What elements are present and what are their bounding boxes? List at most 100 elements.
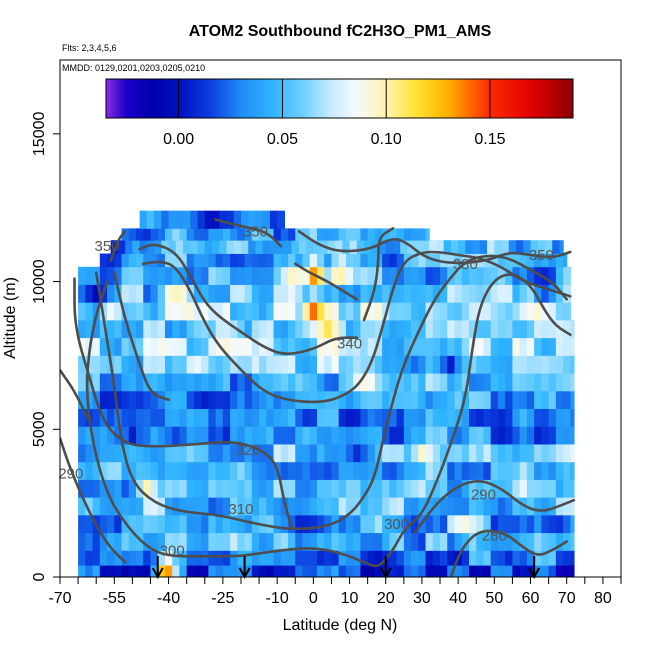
heatmap-cell [555, 514, 564, 534]
heatmap-cell [526, 355, 535, 374]
heatmap-cell [476, 337, 485, 356]
heatmap-cell [215, 319, 224, 339]
heatmap-cell [353, 337, 362, 356]
heatmap-cell [447, 497, 456, 516]
heatmap-cell [168, 240, 177, 254]
heatmap-cell [193, 426, 202, 445]
contour-label: 350 [529, 247, 554, 264]
heatmap-cell [526, 373, 535, 392]
heatmap-cell [237, 497, 246, 516]
heatmap-cell [403, 444, 412, 463]
heatmap-cell [440, 355, 448, 374]
heatmap-cell [85, 479, 94, 498]
heatmap-cell [179, 461, 188, 480]
heatmap-cell [353, 253, 362, 268]
heatmap-cell [367, 461, 376, 480]
heatmap-cell [512, 337, 521, 356]
heatmap-cell [244, 426, 253, 445]
chart-title: ATOM2 Southbound fC2H3O_PM1_AMS [189, 23, 492, 40]
heatmap-cell [418, 550, 427, 566]
heatmap-cell [255, 210, 264, 229]
x-tick-label: 80 [594, 590, 612, 607]
heatmap-cell [425, 408, 434, 427]
heatmap-cell [193, 479, 202, 498]
heatmap-cell [360, 390, 369, 410]
heatmap-cell [128, 444, 137, 463]
heatmap-cell [157, 532, 166, 551]
heatmap-cell [313, 240, 322, 254]
heatmap-cell [389, 302, 398, 321]
heatmap-cell [259, 228, 267, 241]
heatmap-cell [150, 461, 159, 480]
heatmap-cell [425, 426, 434, 445]
heatmap-cell [345, 355, 354, 374]
heatmap-cell [324, 461, 333, 480]
heatmap-cell [92, 565, 101, 577]
heatmap-cell [78, 550, 86, 566]
heatmap-cell [360, 337, 369, 356]
heatmap-cell [396, 565, 405, 577]
heatmap-cell [226, 210, 235, 229]
heatmap-cell [483, 461, 492, 480]
heatmap-cell [179, 284, 188, 303]
heatmap-cell [114, 444, 123, 463]
heatmap-cell [266, 253, 275, 268]
heatmap-cell [266, 514, 275, 534]
contour-line-320 [113, 271, 170, 401]
heatmap-cell [570, 550, 575, 566]
heatmap-cell [440, 479, 448, 498]
heatmap-cell [468, 497, 477, 516]
heatmap-cell [295, 228, 304, 241]
heatmap-cell [563, 550, 571, 566]
heatmap-cell [563, 514, 571, 534]
heatmap-cell [396, 355, 405, 374]
heatmap-cell [255, 240, 264, 254]
heatmap-cell [157, 461, 166, 480]
heatmap-cell [364, 240, 372, 254]
heatmap-cell [519, 461, 528, 480]
contour-labels: 350 350 350 330 340 320 310 300 300 290 290 280 [58, 223, 554, 559]
heatmap-cell [526, 444, 535, 463]
heatmap-cell [306, 240, 314, 254]
heatmap-cell [99, 319, 108, 339]
heatmap-cell [244, 284, 253, 303]
heatmap-cell [541, 319, 550, 339]
heatmap-cell [389, 479, 398, 498]
heatmap-cell [360, 444, 369, 463]
heatmap-cell [85, 514, 94, 534]
heatmap-cell [215, 408, 224, 427]
heatmap-cell [121, 497, 130, 516]
heatmap-cell [534, 426, 542, 445]
heatmap-cell [280, 266, 289, 285]
heatmap-cell [85, 497, 94, 516]
heatmap-cell [382, 532, 390, 551]
heatmap-cell [324, 302, 333, 321]
heatmap-cell [353, 426, 362, 445]
heatmap-cell [418, 319, 427, 339]
heatmap-cell [259, 565, 267, 577]
heatmap-cell [338, 426, 347, 445]
heatmap-cell [345, 550, 354, 566]
heatmap-cell [215, 426, 224, 445]
heatmap-cell [331, 461, 340, 480]
heatmap-cell [280, 514, 289, 534]
heatmap-cell [164, 444, 173, 463]
heatmap-cell [316, 355, 325, 374]
heatmap-cell [273, 284, 282, 303]
heatmap-cell [92, 337, 101, 356]
heatmap-cell [295, 426, 304, 445]
heatmap-cell [367, 373, 376, 392]
heatmap-cell [338, 337, 347, 356]
heatmap-cell [461, 284, 470, 303]
y-axis-label: Altitude (m) [2, 277, 19, 359]
heatmap-cell [548, 514, 557, 534]
heatmap-cell [353, 565, 362, 577]
heatmap-cell [215, 228, 224, 241]
heatmap-cell [136, 319, 144, 339]
heatmap-cell [99, 373, 108, 392]
heatmap-cell [432, 355, 441, 374]
heatmap-cell [447, 550, 456, 566]
heatmap-cell [331, 532, 340, 551]
heatmap-cell [266, 302, 275, 321]
heatmap-cell [483, 514, 492, 534]
